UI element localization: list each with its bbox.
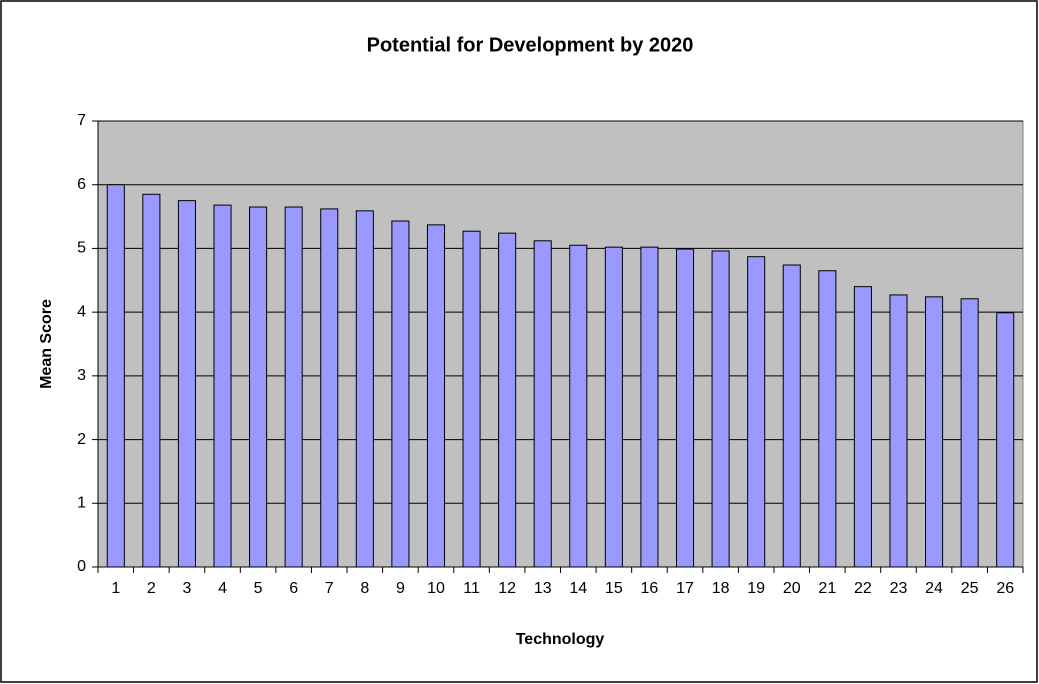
x-tick-label: 13: [534, 580, 552, 597]
bar: [960, 298, 979, 568]
bar: [498, 232, 517, 568]
x-tick-label: 11: [463, 580, 480, 597]
x-tick-label: 19: [747, 580, 765, 597]
bar: [320, 208, 339, 568]
x-tick-label: 1: [111, 580, 120, 597]
y-tick-label: 6: [77, 176, 86, 193]
bar: [853, 286, 872, 568]
x-tick-label: 14: [569, 580, 587, 597]
x-tick-label: 4: [218, 580, 227, 597]
bar: [391, 220, 410, 568]
bar: [747, 256, 766, 568]
bar: [782, 264, 801, 568]
bar: [889, 294, 908, 568]
bar: [355, 210, 374, 568]
bar: [249, 206, 268, 568]
bar: [284, 206, 303, 568]
x-tick-label: 5: [254, 580, 263, 597]
bar: [106, 184, 125, 568]
x-tick-label: 6: [289, 580, 298, 597]
bar: [996, 312, 1015, 568]
bar: [711, 250, 730, 568]
bar: [604, 246, 623, 568]
plot-area: [97, 120, 1024, 568]
bar: [569, 244, 588, 568]
x-tick-label: 7: [325, 580, 334, 597]
bar: [533, 240, 552, 568]
bar: [818, 270, 837, 568]
y-tick-label: 3: [77, 367, 86, 384]
y-tick-label: 4: [77, 303, 86, 320]
x-tick-label: 20: [783, 580, 801, 597]
x-tick-label: 26: [996, 580, 1014, 597]
x-tick-label: 18: [712, 580, 730, 597]
bar: [675, 248, 695, 568]
x-tick-label: 12: [498, 580, 516, 597]
x-tick-label: 9: [396, 580, 405, 597]
x-tick-label: 22: [854, 580, 872, 597]
y-tick-label: 2: [77, 431, 86, 448]
chart-title: Potential for Development by 2020: [367, 34, 694, 56]
y-tick-label: 0: [77, 558, 86, 575]
x-tick-label: 21: [818, 580, 836, 597]
y-tick-label: 5: [77, 240, 86, 257]
y-axis-title: Mean Score: [38, 299, 55, 389]
x-tick-label: 17: [676, 580, 694, 597]
x-tick-label: 8: [360, 580, 369, 597]
x-tick-label: 3: [182, 580, 191, 597]
bar: [640, 246, 659, 568]
x-tick-label: 10: [427, 580, 445, 597]
bar: [142, 193, 161, 568]
y-tick-label: 1: [77, 495, 86, 512]
bar: [177, 200, 196, 568]
x-axis-title: Technology: [516, 631, 605, 648]
x-tick-label: 16: [641, 580, 659, 597]
x-tick-label: 23: [890, 580, 908, 597]
bar: [426, 224, 446, 568]
x-tick-label: 2: [147, 580, 156, 597]
y-tick-label: 7: [77, 112, 86, 129]
bar: [462, 230, 481, 568]
x-tick-label: 15: [605, 580, 623, 597]
x-tick-label: 25: [961, 580, 979, 597]
bar: [213, 204, 232, 568]
x-tick-label: 24: [925, 580, 943, 597]
bar: [925, 296, 944, 568]
